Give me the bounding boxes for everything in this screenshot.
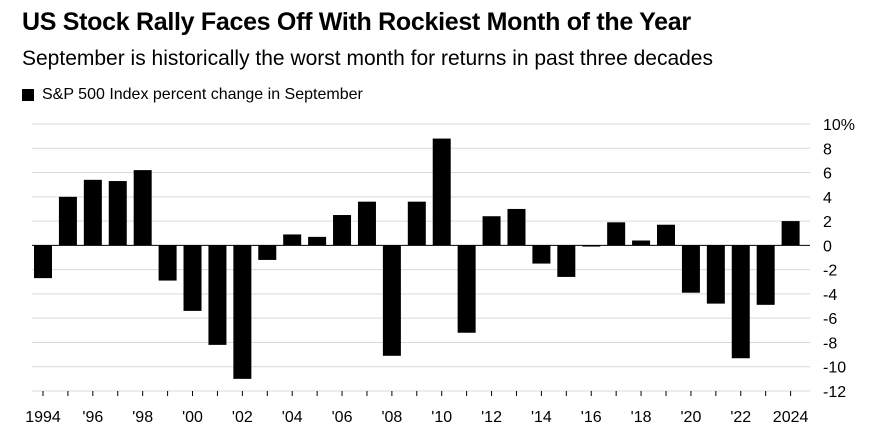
bar-2006 bbox=[333, 215, 352, 246]
bar-2014 bbox=[532, 245, 551, 264]
legend: S&P 500 Index percent change in Septembe… bbox=[22, 86, 363, 104]
bar-2012 bbox=[482, 216, 501, 246]
bar-2019 bbox=[657, 224, 675, 246]
bar-2020 bbox=[681, 245, 700, 293]
x-tick-label: '14 bbox=[531, 409, 552, 426]
y-tick-label: -6 bbox=[823, 311, 837, 328]
bar-2001 bbox=[208, 245, 227, 345]
bar-2004 bbox=[283, 234, 302, 246]
bar-2015 bbox=[557, 245, 576, 277]
x-axis: 1994 '96 '98 '00 '02 '04 '06 '08 '10 '12 '14 '16 '18… bbox=[25, 391, 808, 426]
bar-2024 bbox=[781, 221, 800, 246]
legend-swatch bbox=[22, 89, 34, 101]
x-tick-label: '12 bbox=[481, 409, 502, 426]
bar-2018 bbox=[632, 240, 651, 246]
x-tick-label: '18 bbox=[631, 409, 652, 426]
bar-1995 bbox=[58, 196, 77, 246]
bar-2021 bbox=[706, 245, 725, 304]
bar-2000 bbox=[183, 245, 202, 311]
x-tick-label: '00 bbox=[182, 409, 203, 426]
bar-2017 bbox=[607, 222, 626, 246]
bar-1996 bbox=[83, 179, 102, 246]
x-tick-label: '10 bbox=[431, 409, 452, 426]
y-tick-label: 6 bbox=[823, 166, 832, 183]
bar-2003 bbox=[258, 245, 277, 260]
legend-label: S&P 500 Index percent change in Septembe… bbox=[42, 86, 363, 103]
y-axis: 10% 8 6 4 2 0 -2 -4 -6 -8 -10 -12 bbox=[823, 117, 855, 401]
x-tick-label: '96 bbox=[82, 409, 103, 426]
x-tick-label: '20 bbox=[680, 409, 701, 426]
y-tick-label: 2 bbox=[823, 214, 832, 231]
x-tick-label: 1994 bbox=[25, 409, 61, 426]
x-tick-label: '98 bbox=[132, 409, 153, 426]
bar-2008 bbox=[382, 245, 401, 356]
y-tick-label: 4 bbox=[823, 190, 832, 207]
bar-2011 bbox=[457, 245, 476, 333]
x-tick-label: '22 bbox=[730, 409, 751, 426]
bar-2022 bbox=[731, 245, 750, 359]
y-tick-label: -4 bbox=[823, 287, 837, 304]
x-tick-label: '04 bbox=[282, 409, 303, 426]
y-tick-label: -10 bbox=[823, 360, 846, 377]
bar-1998 bbox=[133, 170, 152, 246]
bar-1999 bbox=[158, 245, 177, 281]
y-tick-label: -12 bbox=[823, 384, 846, 401]
bar-2023 bbox=[756, 245, 775, 305]
y-tick-label: 0 bbox=[823, 238, 832, 255]
x-tick-label: '02 bbox=[232, 409, 253, 426]
bar-2009 bbox=[407, 201, 426, 246]
bar-1994 bbox=[34, 245, 52, 279]
bar-1997 bbox=[108, 181, 127, 246]
chart-subtitle: September is historically the worst mont… bbox=[22, 47, 713, 70]
y-tick-label: -2 bbox=[823, 263, 837, 280]
bar-2016 bbox=[582, 245, 601, 247]
y-tick-label: 10% bbox=[823, 117, 855, 134]
chart-title: US Stock Rally Faces Off With Rockiest M… bbox=[22, 8, 691, 36]
bar-2010 bbox=[432, 138, 451, 246]
bar-2013 bbox=[507, 208, 526, 246]
y-tick-label: 8 bbox=[823, 141, 832, 158]
y-tick-label: -8 bbox=[823, 335, 837, 352]
bar-2007 bbox=[357, 201, 376, 246]
bar-2005 bbox=[308, 236, 327, 246]
x-tick-label: 2024 bbox=[773, 409, 809, 426]
bar-2002 bbox=[233, 245, 252, 379]
bars bbox=[34, 138, 800, 379]
x-tick-label: '16 bbox=[581, 409, 602, 426]
x-tick-label: '06 bbox=[332, 409, 353, 426]
x-tick-label: '08 bbox=[381, 409, 402, 426]
